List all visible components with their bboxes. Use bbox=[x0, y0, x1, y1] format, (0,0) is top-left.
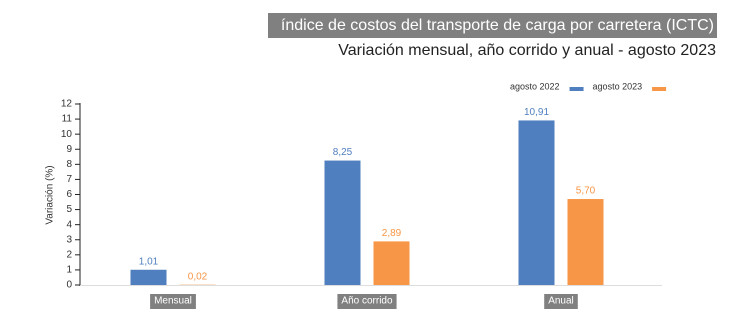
y-tick-label: 6 bbox=[66, 189, 72, 200]
y-tick-label: 9 bbox=[66, 144, 72, 155]
x-tick-label-background bbox=[544, 294, 578, 309]
x-tick-label-background bbox=[150, 294, 196, 309]
y-axis-label: Variación (%) bbox=[45, 165, 56, 224]
value-label: 1,01 bbox=[139, 256, 159, 267]
y-tick-label: 12 bbox=[61, 99, 73, 110]
y-tick-label: 3 bbox=[66, 234, 72, 245]
legend-swatch bbox=[652, 87, 667, 91]
bar bbox=[324, 160, 361, 285]
legend-swatch bbox=[569, 87, 584, 91]
x-tick-label: Año corrido bbox=[341, 296, 393, 307]
y-tick-label: 5 bbox=[66, 204, 72, 215]
value-label: 2,89 bbox=[382, 228, 402, 239]
y-tick-label: 10 bbox=[61, 129, 73, 140]
value-label: 10,91 bbox=[524, 107, 549, 118]
y-tick-label: 0 bbox=[66, 280, 72, 291]
legend-label: agosto 2022 bbox=[510, 81, 560, 91]
value-label: 0,02 bbox=[188, 271, 208, 282]
y-tick-label: 1 bbox=[66, 265, 72, 276]
legend-label: agosto 2023 bbox=[593, 81, 643, 91]
y-tick-label: 2 bbox=[66, 249, 72, 260]
y-tick-label: 8 bbox=[66, 159, 72, 170]
value-label: 5,70 bbox=[576, 186, 596, 197]
chart-subtitle: Variación mensual, año corrido y anual -… bbox=[338, 42, 716, 59]
bar bbox=[567, 199, 604, 285]
x-tick-label-background bbox=[337, 294, 397, 309]
x-tick-label: Anual bbox=[548, 296, 574, 307]
bar bbox=[373, 241, 410, 285]
y-tick-label: 11 bbox=[62, 114, 73, 125]
x-tick-label: Mensual bbox=[154, 296, 192, 307]
y-tick-label: 4 bbox=[66, 219, 72, 230]
y-tick-label: 7 bbox=[66, 174, 72, 185]
value-label: 8,25 bbox=[333, 147, 353, 158]
bar bbox=[518, 120, 555, 286]
bar bbox=[130, 269, 167, 285]
title-background bbox=[268, 13, 717, 38]
chart-title: índice de costos del transporte de carga… bbox=[281, 17, 714, 34]
